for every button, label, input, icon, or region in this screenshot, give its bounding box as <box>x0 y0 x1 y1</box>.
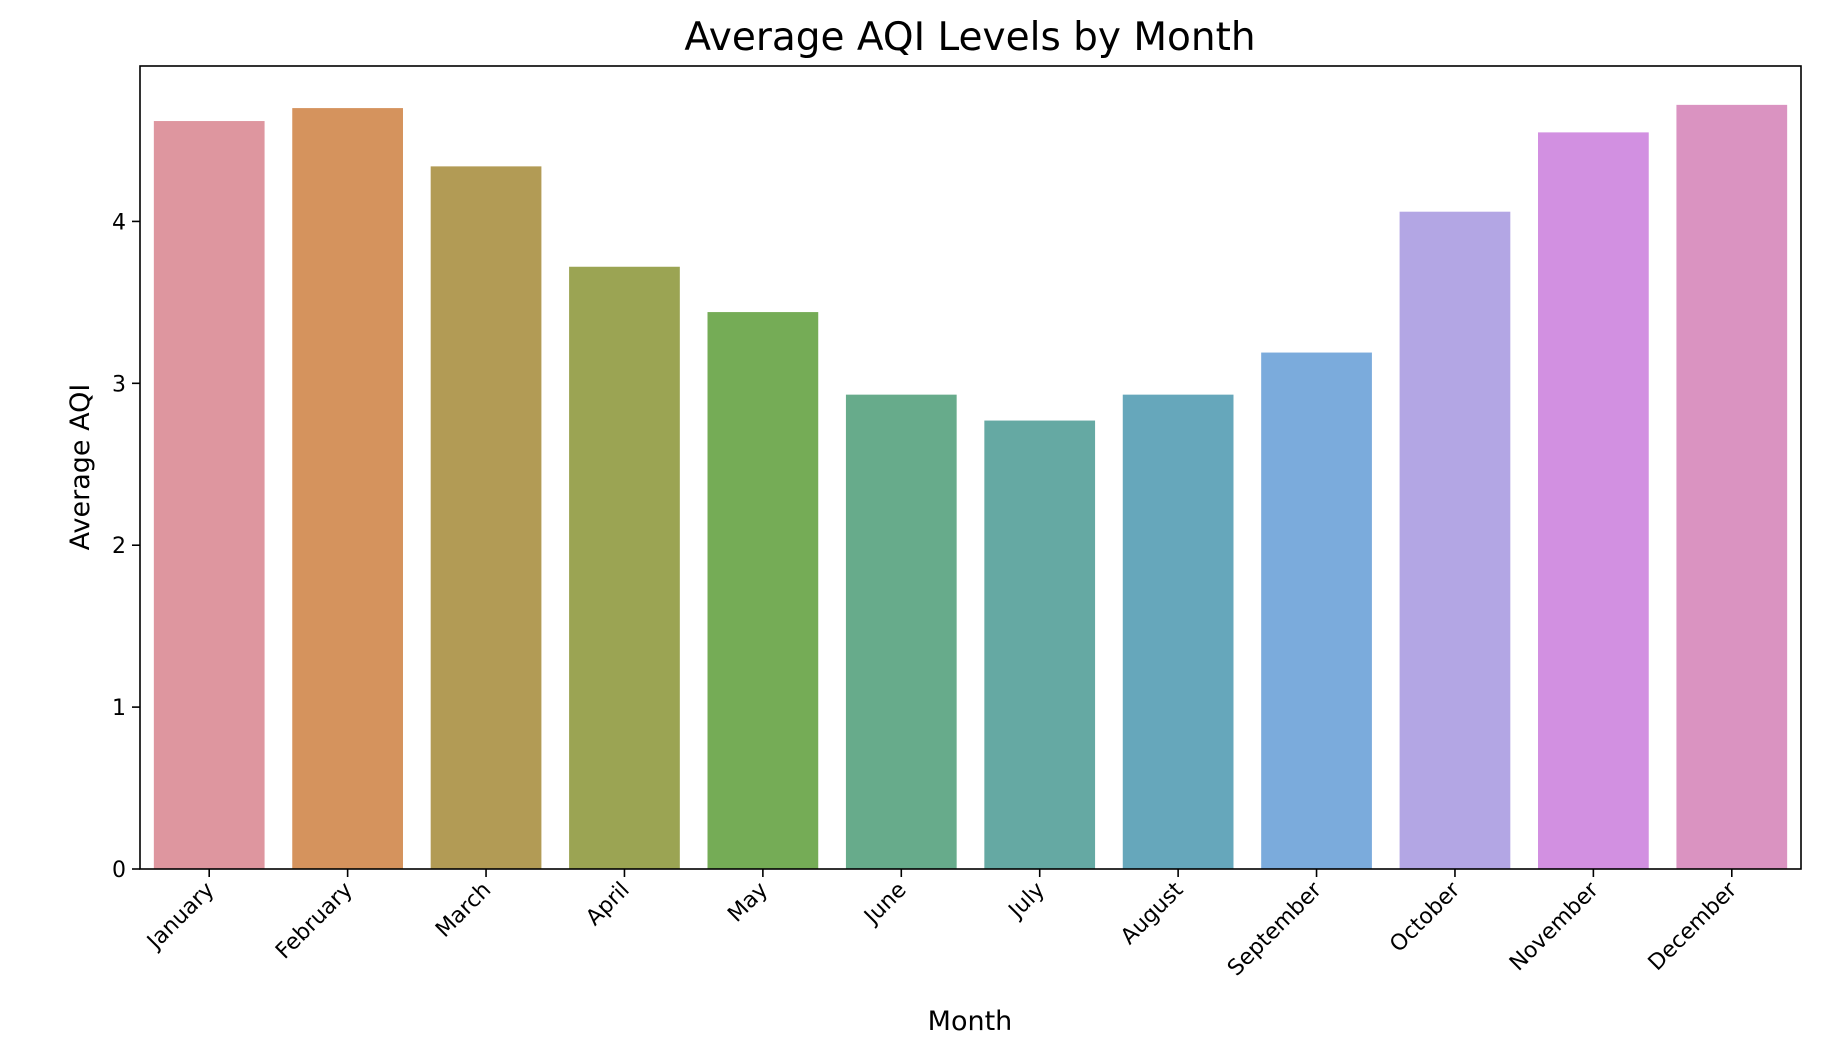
x-tick-label: May <box>723 878 773 928</box>
bar-september <box>1261 352 1372 869</box>
x-tick-label: February <box>271 878 358 965</box>
bar-november <box>1538 132 1649 869</box>
bar-october <box>1399 211 1511 870</box>
y-axis: 0 1 2 3 4 <box>112 210 140 883</box>
x-tick-label: January <box>141 878 219 956</box>
y-tick-label: 0 <box>112 858 126 883</box>
x-axis: January February March April May June July Augu… <box>141 869 1743 981</box>
x-tick-label: September <box>1223 877 1327 981</box>
x-tick-label: October <box>1385 877 1466 958</box>
bars-group <box>153 104 1788 870</box>
x-axis-label: Month <box>928 1006 1013 1037</box>
x-tick-label: November <box>1505 877 1604 976</box>
x-tick-label: August <box>1116 877 1188 949</box>
chart-title: Average AQI Levels by Month <box>684 15 1255 60</box>
bar-april <box>569 266 680 869</box>
y-axis-label: Average AQI <box>65 384 96 551</box>
x-tick-label: June <box>859 878 912 931</box>
y-tick-label: 2 <box>112 534 126 559</box>
bar-august <box>1122 394 1234 869</box>
y-tick-label: 3 <box>112 372 126 397</box>
x-tick-label: April <box>581 878 634 931</box>
y-tick-label: 4 <box>112 210 126 235</box>
plot-frame <box>139 65 1802 870</box>
bar-march <box>430 166 542 869</box>
bar-december <box>1676 104 1788 869</box>
bar-june <box>845 394 957 869</box>
bar-may <box>707 312 819 869</box>
x-tick-label: July <box>1003 878 1050 925</box>
bar-february <box>292 108 403 869</box>
x-tick-label: December <box>1644 877 1743 976</box>
x-tick-label: March <box>431 878 496 943</box>
bar-january <box>153 121 265 869</box>
y-tick-label: 1 <box>112 696 126 721</box>
bar-july <box>984 420 1096 869</box>
